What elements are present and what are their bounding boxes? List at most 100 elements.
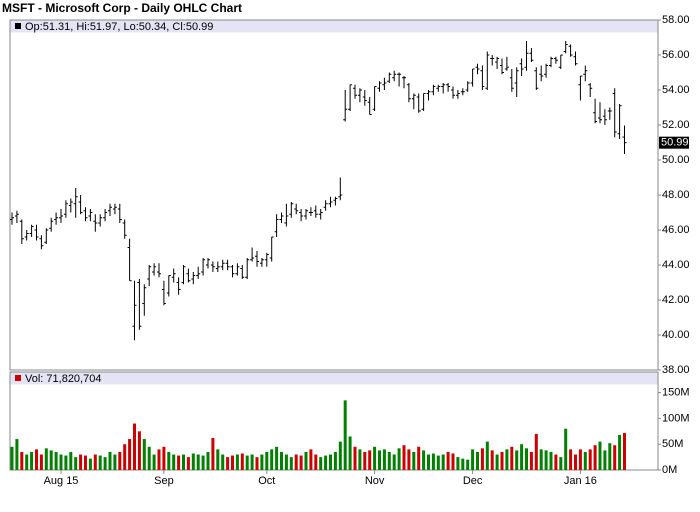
y-tick-label: 58.00 xyxy=(662,14,690,26)
volume-bar xyxy=(525,448,528,470)
volume-bar xyxy=(103,457,107,470)
volume-bar xyxy=(280,451,283,470)
volume-bar xyxy=(299,455,303,470)
volume-bar xyxy=(593,445,597,470)
volume-bar xyxy=(397,448,401,470)
volume-bar xyxy=(54,451,58,470)
volume-bar xyxy=(245,455,249,470)
volume-bar xyxy=(260,454,264,470)
volume-legend: Vol: 71,820,704 xyxy=(25,373,101,385)
volume-bar xyxy=(466,459,470,470)
volume-bar xyxy=(284,454,288,470)
volume-bar xyxy=(578,449,582,470)
volume-bar xyxy=(84,455,87,470)
y-tick-label: 46.00 xyxy=(662,224,690,236)
volume-bar xyxy=(373,446,377,470)
volume-bar xyxy=(564,428,568,470)
volume-bar xyxy=(534,433,538,470)
volume-bar xyxy=(177,455,181,470)
y-tick-label: 42.00 xyxy=(662,294,690,306)
volume-bar xyxy=(319,457,323,470)
volume-bar xyxy=(353,446,357,470)
volume-bar xyxy=(382,449,386,470)
x-tick-label: Nov xyxy=(365,475,385,487)
volume-bar xyxy=(226,457,230,470)
volume-bar xyxy=(476,451,479,470)
volume-bar xyxy=(15,439,19,470)
volume-bar xyxy=(407,449,411,470)
x-tick-label: Dec xyxy=(463,475,483,487)
volume-bar xyxy=(270,449,274,470)
volume-bar xyxy=(255,457,259,470)
volume-bar xyxy=(436,455,440,470)
volume-bar xyxy=(392,454,396,470)
y-tick-label: 44.00 xyxy=(662,259,690,271)
volume-bar xyxy=(417,446,421,470)
volume-bar xyxy=(515,450,519,470)
volume-bar xyxy=(206,451,210,470)
volume-bar xyxy=(20,451,24,470)
volume-y-tick-label: 150M xyxy=(662,387,690,399)
volume-bar xyxy=(358,449,362,470)
volume-bar xyxy=(598,441,602,470)
volume-bar xyxy=(480,448,484,470)
volume-bar xyxy=(64,455,68,470)
volume-bar xyxy=(539,449,543,470)
x-tick-label: Aug 15 xyxy=(44,475,79,487)
volume-y-tick-label: 0M xyxy=(662,464,677,476)
volume-bar xyxy=(529,451,533,470)
volume-bar xyxy=(333,451,337,470)
volume-bar xyxy=(137,431,141,470)
volume-bar xyxy=(275,446,279,470)
y-tick-label: 38.00 xyxy=(662,364,690,376)
y-tick-label: 40.00 xyxy=(662,329,690,341)
volume-bar xyxy=(240,453,244,470)
volume-bar xyxy=(412,451,416,470)
x-tick-label: Oct xyxy=(258,475,275,487)
volume-bar xyxy=(471,449,475,470)
volume-bar xyxy=(451,453,455,470)
volume-bar xyxy=(25,454,29,470)
volume-bar xyxy=(216,449,220,470)
y-tick-label: 52.00 xyxy=(662,119,690,131)
volume-bar xyxy=(147,446,151,470)
volume-bar xyxy=(113,454,117,470)
volume-bar xyxy=(186,457,190,470)
volume-bar xyxy=(30,451,34,470)
volume-bar xyxy=(402,445,406,470)
x-tick-label: Jan 16 xyxy=(564,475,597,487)
volume-bar xyxy=(182,454,185,470)
volume-bar xyxy=(201,455,205,470)
volume-bar xyxy=(431,453,435,470)
volume-bar xyxy=(544,450,548,470)
volume-bar xyxy=(265,451,269,470)
volume-bar xyxy=(441,454,445,470)
volume-bar xyxy=(142,439,146,470)
volume-bar xyxy=(583,451,587,470)
volume-bar xyxy=(387,451,391,470)
price-panel xyxy=(9,19,659,371)
volume-bar xyxy=(446,451,450,470)
volume-bar xyxy=(152,454,156,470)
volume-bar xyxy=(549,451,553,470)
y-tick-label: 48.00 xyxy=(662,189,690,201)
volume-bar xyxy=(559,457,563,470)
volume-bar xyxy=(157,449,161,470)
volume-bar xyxy=(618,434,622,470)
volume-bar xyxy=(93,454,97,470)
volume-bar xyxy=(49,450,53,470)
volume-bar xyxy=(490,450,494,470)
volume-y-tick-label: 50M xyxy=(662,438,683,450)
volume-bar xyxy=(613,445,617,470)
volume-bar xyxy=(314,454,318,470)
volume-bar xyxy=(461,458,465,470)
last-price-label: 50.99 xyxy=(661,137,689,149)
y-tick-label: 56.00 xyxy=(662,49,690,61)
volume-y-tick-label: 100M xyxy=(662,412,690,424)
volume-bar xyxy=(196,454,200,470)
volume-bar xyxy=(108,451,112,470)
volume-bar xyxy=(329,454,332,470)
volume-bar xyxy=(162,446,166,470)
volume-bar xyxy=(510,446,514,470)
